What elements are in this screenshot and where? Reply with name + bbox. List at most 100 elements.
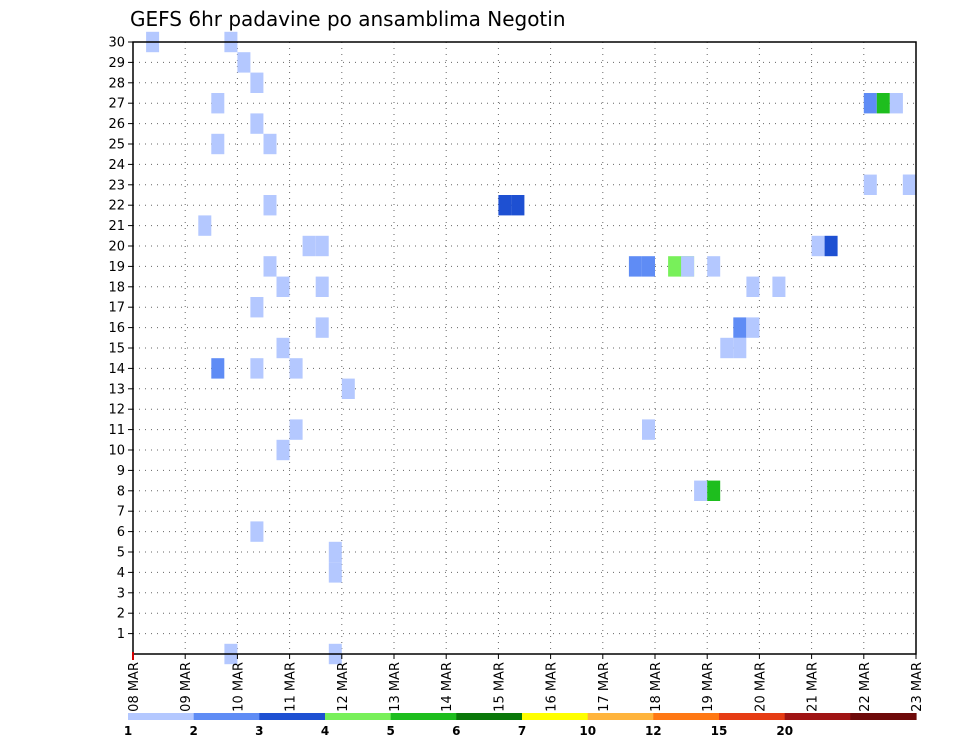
y-tick-label: 23 (108, 178, 125, 193)
x-tick-label: 09 MAR (179, 662, 194, 712)
y-tick-label: 28 (108, 76, 125, 91)
x-tick-label: 16 MAR (545, 662, 560, 712)
precip-cell (720, 337, 734, 359)
colorbar-label: 10 (579, 724, 596, 738)
precip-cell (315, 235, 329, 257)
colorbar-segment (587, 713, 654, 720)
precip-cell (302, 235, 316, 257)
precip-cell (746, 276, 760, 297)
y-tick-label: 25 (108, 138, 125, 153)
colorbar-label: 5 (387, 724, 395, 738)
x-tick-label: 19 MAR (701, 662, 716, 712)
precip-cell (733, 337, 747, 359)
x-tick-label: 08 MAR (127, 662, 142, 712)
precip-cell (628, 256, 642, 277)
precip-cell (341, 378, 355, 399)
x-tick-label: 17 MAR (597, 662, 612, 712)
precip-cell (498, 195, 512, 216)
y-tick-label: 16 (108, 321, 125, 336)
precip-cell (511, 195, 525, 216)
x-axis: 08 MAR 09 MAR 10 MAR 11 MAR 12 MAR 13 MAR 14 M… (127, 652, 925, 712)
precip-cell (681, 256, 695, 277)
precip-cell (902, 174, 916, 195)
colorbar-segment (653, 713, 720, 720)
y-tick-label: 18 (108, 280, 125, 295)
precip-cell (198, 215, 212, 236)
y-tick-label: 29 (108, 56, 125, 71)
y-tick-label: 24 (108, 158, 125, 173)
y-tick-label: 3 (117, 586, 125, 601)
x-tick-label: 20 MAR (753, 662, 768, 712)
precip-cell (315, 317, 329, 338)
precip-cell (315, 276, 329, 297)
y-tick-label: 11 (108, 423, 125, 438)
y-tick-label: 26 (108, 117, 125, 132)
y-tick-label: 15 (108, 342, 125, 357)
y-tick-label: 20 (108, 240, 125, 255)
grid (133, 41, 916, 654)
x-tick-label: 15 MAR (492, 662, 507, 712)
colorbar-segment (522, 713, 589, 720)
y-tick-label: 12 (108, 403, 125, 418)
precip-cell (746, 317, 760, 338)
x-tick-label: 14 MAR (440, 662, 455, 712)
y-tick-label: 30 (108, 36, 125, 51)
x-tick-label: 22 MAR (858, 662, 873, 712)
colorbar: 1 2 3 4 5 6 7 10 12 15 20 (124, 713, 917, 738)
precip-cell (863, 174, 877, 195)
x-tick-label: 10 MAR (231, 662, 246, 712)
colorbar-segment (325, 713, 392, 720)
colorbar-label: 20 (776, 724, 793, 738)
precip-cell (642, 419, 655, 440)
precip-cell (863, 93, 877, 114)
precip-cell (707, 256, 721, 277)
y-tick-label: 14 (108, 362, 125, 377)
precip-cell (263, 195, 277, 216)
y-tick-label: 22 (108, 199, 125, 214)
precip-cell (211, 133, 225, 155)
precip-cell (642, 256, 655, 277)
x-tick-label: 23 MAR (910, 662, 925, 712)
precip-cell (211, 93, 225, 114)
precip-cell (328, 562, 342, 583)
precip-cell (250, 358, 264, 379)
colorbar-segment (390, 713, 457, 720)
colorbar-label: 15 (711, 724, 728, 738)
precip-cell (263, 133, 277, 155)
precip-cell (707, 480, 721, 501)
x-tick-label: 21 MAR (806, 662, 821, 712)
x-tick-label: 13 MAR (388, 662, 403, 712)
y-tick-label: 5 (117, 546, 125, 561)
y-tick-label: 1 (117, 627, 125, 642)
precip-cell (694, 480, 708, 501)
y-tick-label: 21 (108, 219, 125, 234)
y-tick-label: 2 (117, 607, 125, 622)
x-tick-label: 11 MAR (284, 662, 299, 712)
colorbar-label: 1 (124, 724, 132, 738)
precip-cell (211, 358, 225, 379)
y-tick-label: 6 (117, 525, 125, 540)
colorbar-segment (193, 713, 260, 720)
chart-title: GEFS 6hr padavine po ansamblima Negotin (130, 7, 566, 31)
precip-cell (276, 276, 290, 297)
colorbar-label: 6 (452, 724, 460, 738)
x-tick-label: 12 MAR (336, 662, 351, 712)
y-tick-label: 4 (117, 566, 125, 581)
precip-cell (250, 297, 264, 318)
colorbar-segment (850, 713, 917, 720)
colorbar-segment (128, 713, 195, 720)
colorbar-segment (259, 713, 326, 720)
precip-cell (276, 337, 290, 359)
precip-cell (289, 358, 303, 379)
x-tick-label: 18 MAR (649, 662, 664, 712)
colorbar-label: 3 (255, 724, 263, 738)
y-tick-label: 10 (108, 444, 125, 459)
precip-cell (772, 276, 786, 297)
precip-cell (263, 256, 277, 277)
precip-cell (733, 317, 747, 338)
colorbar-segment (456, 713, 523, 720)
colorbar-label: 7 (518, 724, 526, 738)
colorbar-segment (719, 713, 786, 720)
precip-cell (811, 235, 825, 257)
y-tick-label: 7 (117, 505, 125, 520)
